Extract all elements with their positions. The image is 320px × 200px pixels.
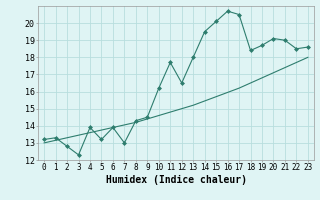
X-axis label: Humidex (Indice chaleur): Humidex (Indice chaleur) bbox=[106, 175, 246, 185]
